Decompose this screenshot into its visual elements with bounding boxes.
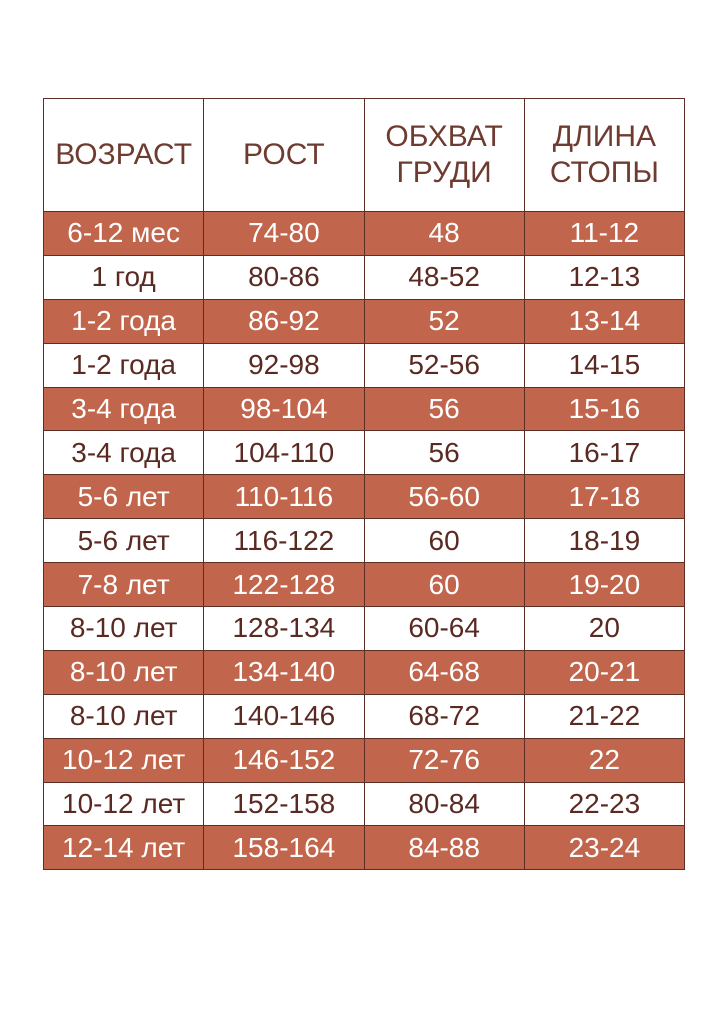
table-row: 6-12 мес 74-80 48 11-12 bbox=[42, 211, 686, 256]
size-table: ВОЗРАСТ РОСТ ОБХВАТ ГРУДИ ДЛИНА СТОПЫ 6-12 … bbox=[42, 98, 686, 871]
table-row: 10-12 лет 146-152 72-76 22 bbox=[42, 737, 686, 783]
table-row: 5-6 лет 116-122 60 18-19 bbox=[42, 518, 686, 564]
table-cell: 1-2 года bbox=[42, 342, 205, 388]
table-cell: 92-98 bbox=[203, 342, 365, 388]
table-cell: 60-64 bbox=[363, 606, 525, 651]
table-cell: 52 bbox=[363, 298, 525, 344]
table-row: 1-2 года 92-98 52-56 14-15 bbox=[42, 342, 686, 388]
header-row: ВОЗРАСТ РОСТ ОБХВАТ ГРУДИ ДЛИНА СТОПЫ bbox=[42, 98, 686, 212]
table-cell: 134-140 bbox=[203, 649, 365, 695]
table-row: 8-10 лет 134-140 64-68 20-21 bbox=[42, 649, 686, 695]
table-cell: 60 bbox=[363, 518, 525, 564]
table-cell: 14-15 bbox=[523, 342, 686, 388]
table-row: 7-8 лет 122-128 60 19-20 bbox=[42, 562, 686, 608]
table-row: 8-10 лет 140-146 68-72 21-22 bbox=[42, 693, 686, 739]
header-text: ДЛИНА СТОПЫ bbox=[549, 120, 659, 189]
table-cell: 8-10 лет bbox=[42, 649, 205, 695]
table-cell: 110-116 bbox=[203, 474, 365, 520]
table-cell: 72-76 bbox=[363, 737, 525, 783]
table-cell: 3-4 года bbox=[42, 430, 205, 476]
table-row: 10-12 лет 152-158 80-84 22-23 bbox=[42, 781, 686, 827]
header-cell: РОСТ bbox=[203, 98, 365, 212]
table-cell: 20-21 bbox=[523, 649, 686, 695]
header-cell: ДЛИНА СТОПЫ bbox=[523, 98, 686, 212]
table-cell: 20 bbox=[523, 606, 686, 651]
table-cell: 56 bbox=[363, 386, 525, 432]
table-body: 6-12 мес 74-80 48 11-12 1 год 80-86 48-52 12-13… bbox=[42, 211, 686, 871]
table-cell: 6-12 мес bbox=[42, 211, 205, 256]
table-cell: 74-80 bbox=[203, 211, 365, 256]
table-cell: 10-12 лет bbox=[42, 781, 205, 827]
table-cell: 5-6 лет bbox=[42, 518, 205, 564]
table-cell: 13-14 bbox=[523, 298, 686, 344]
table-cell: 48 bbox=[363, 211, 525, 256]
table-cell: 56-60 bbox=[363, 474, 525, 520]
table-cell: 68-72 bbox=[363, 693, 525, 739]
table-cell: 152-158 bbox=[203, 781, 365, 827]
table-cell: 17-18 bbox=[523, 474, 686, 520]
table-row: 1-2 года 86-92 52 13-14 bbox=[42, 298, 686, 344]
table-cell: 56 bbox=[363, 430, 525, 476]
table-cell: 18-19 bbox=[523, 518, 686, 564]
table-cell: 64-68 bbox=[363, 649, 525, 695]
header-cell: ОБХВАТ ГРУДИ bbox=[363, 98, 525, 212]
table-cell: 16-17 bbox=[523, 430, 686, 476]
table-cell: 7-8 лет bbox=[42, 562, 205, 608]
table-cell: 52-56 bbox=[363, 342, 525, 388]
table-cell: 8-10 лет bbox=[42, 693, 205, 739]
table-header: ВОЗРАСТ РОСТ ОБХВАТ ГРУДИ ДЛИНА СТОПЫ bbox=[42, 98, 686, 212]
table-row: 8-10 лет 128-134 60-64 20 bbox=[42, 606, 686, 651]
table-cell: 60 bbox=[363, 562, 525, 608]
table-cell: 22-23 bbox=[523, 781, 686, 827]
table-cell: 122-128 bbox=[203, 562, 365, 608]
table-cell: 19-20 bbox=[523, 562, 686, 608]
table-cell: 86-92 bbox=[203, 298, 365, 344]
table-cell: 104-110 bbox=[203, 430, 365, 476]
table-cell: 84-88 bbox=[363, 825, 525, 871]
table-cell: 98-104 bbox=[203, 386, 365, 432]
table-cell: 80-86 bbox=[203, 254, 365, 300]
table-row: 12-14 лет 158-164 84-88 23-24 bbox=[42, 825, 686, 871]
table-row: 1 год 80-86 48-52 12-13 bbox=[42, 254, 686, 300]
table-cell: 10-12 лет bbox=[42, 737, 205, 783]
table-cell: 1 год bbox=[42, 254, 205, 300]
table-cell: 3-4 года bbox=[42, 386, 205, 432]
table-cell: 146-152 bbox=[203, 737, 365, 783]
header-text: ОБХВАТ ГРУДИ bbox=[385, 120, 503, 189]
table-cell: 8-10 лет bbox=[42, 606, 205, 651]
table-cell: 22 bbox=[523, 737, 686, 783]
table-cell: 140-146 bbox=[203, 693, 365, 739]
table-cell: 80-84 bbox=[363, 781, 525, 827]
table-cell: 128-134 bbox=[203, 606, 365, 651]
table-cell: 48-52 bbox=[363, 254, 525, 300]
table-cell: 116-122 bbox=[203, 518, 365, 564]
table-row: 3-4 года 98-104 56 15-16 bbox=[42, 386, 686, 432]
table-cell: 12-14 лет bbox=[42, 825, 205, 871]
table-cell: 158-164 bbox=[203, 825, 365, 871]
header-text: ВОЗРАСТ bbox=[55, 138, 193, 171]
table-cell: 5-6 лет bbox=[42, 474, 205, 520]
header-cell: ВОЗРАСТ bbox=[42, 98, 205, 212]
table-row: 5-6 лет 110-116 56-60 17-18 bbox=[42, 474, 686, 520]
table-cell: 21-22 bbox=[523, 693, 686, 739]
table-row: 3-4 года 104-110 56 16-17 bbox=[42, 430, 686, 476]
table-cell: 15-16 bbox=[523, 386, 686, 432]
table-cell: 23-24 bbox=[523, 825, 686, 871]
header-text: РОСТ bbox=[243, 138, 325, 171]
table-cell: 12-13 bbox=[523, 254, 686, 300]
table-cell: 11-12 bbox=[523, 211, 686, 256]
table-cell: 1-2 года bbox=[42, 298, 205, 344]
